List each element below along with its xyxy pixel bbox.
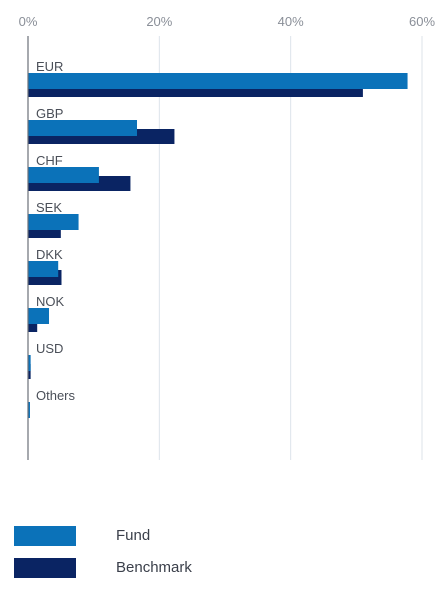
bar-fund-chf [28,167,99,183]
category-label-chf: CHF [36,153,63,168]
bar-fund-dkk [28,261,59,277]
legend-swatch-fund [14,526,76,546]
legend-swatch-benchmark [14,558,76,578]
category-label-usd: USD [36,341,63,356]
legend-label-fund: Fund [116,527,151,544]
category-label-eur: EUR [36,59,63,74]
bar-benchmark-usd [28,364,31,379]
category-label-dkk: DKK [36,247,63,262]
bar-benchmark-nok [28,317,38,332]
bar-fund-gbp [28,120,138,136]
currency-bar-chart: 0% 20% 40% 60% EUR GBP CHF SEK DKK NOK USD Others [19,14,435,460]
legend-label-benchmark: Benchmark [116,559,192,576]
category-label-others: Others [36,388,76,403]
bar-fund-others [28,402,30,418]
x-tick-label-40: 40% [278,14,304,29]
category-label-sek: SEK [36,200,62,215]
category-label-gbp: GBP [36,106,63,121]
x-tick-label-0: 0% [19,14,38,29]
bar-fund-nok [28,308,50,324]
x-tick-label-20: 20% [146,14,172,29]
bar-fund-sek [28,214,79,230]
x-tick-label-60: 60% [409,14,435,29]
bar-fund-usd [28,355,31,371]
category-label-nok: NOK [36,294,65,309]
bar-fund-eur [28,73,408,89]
